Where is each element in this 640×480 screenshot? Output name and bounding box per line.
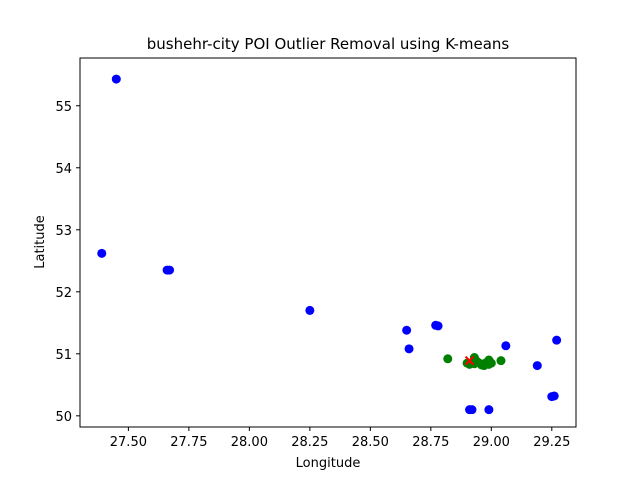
x-tick-label: 29.00 [473,435,510,450]
x-tick-label: 28.50 [352,435,389,450]
y-tick-label: 50 [55,410,72,425]
outlier-point [501,341,511,351]
outlier-point [402,325,412,335]
x-tick-label: 28.00 [231,435,268,450]
outlier-point [165,265,175,275]
cluster-point [496,356,506,366]
outlier-point [111,74,121,84]
cluster-point [443,354,453,364]
x-tick-label: 28.75 [412,435,449,450]
outlier-point [484,405,494,415]
data-points [97,74,562,415]
cluster-point [469,353,479,363]
y-axis-label: Latitude [33,215,48,269]
x-tick-label: 27.50 [110,435,147,450]
outlier-point [547,392,557,402]
y-tick-label: 55 [55,100,72,115]
y-tick-label: 51 [55,348,72,363]
outlier-point [552,335,562,345]
cluster-point [479,361,489,371]
x-tick-label: 28.25 [291,435,328,450]
x-axis-ticks: 27.50 27.75 28.00 28.25 28.50 28.75 29.00 29.25 [110,427,570,450]
cluster-point [486,358,496,368]
x-tick-label: 29.25 [533,435,570,450]
x-tick-label: 27.75 [170,435,207,450]
outlier-point [433,321,443,331]
chart-title: bushehr-city POI Outlier Removal using K… [147,35,510,53]
x-axis-label: Longitude [296,456,361,471]
y-tick-label: 54 [55,162,72,177]
outlier-point [97,248,107,258]
outlier-point [467,405,477,415]
y-axis-ticks: 50 51 52 53 54 55 [55,100,80,425]
plot-area-frame [79,57,577,428]
outlier-point [532,361,542,371]
y-tick-label: 52 [55,286,72,301]
outlier-point [305,305,315,315]
centroid-marker [464,355,475,366]
outlier-point [404,344,414,354]
y-tick-label: 53 [55,224,72,239]
